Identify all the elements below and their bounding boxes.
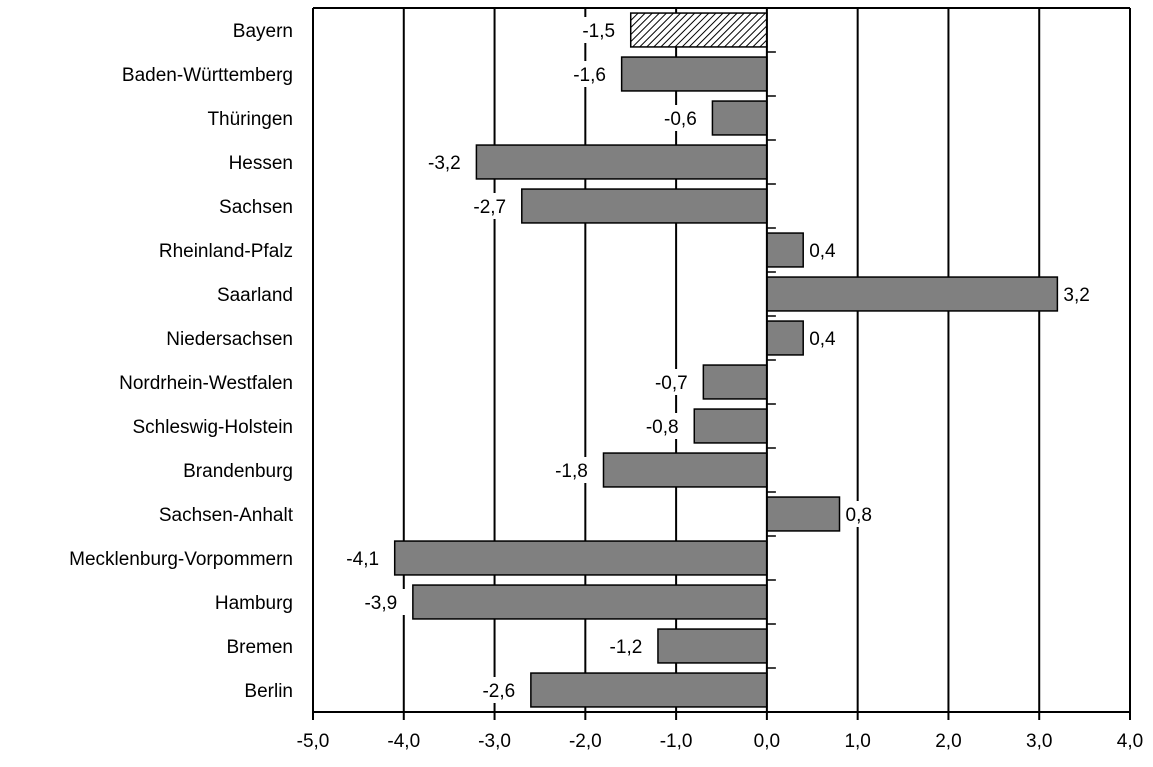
bar-6: [766, 276, 1059, 312]
data-label-15: -2,6: [482, 681, 515, 702]
data-label-bg-0: [579, 17, 628, 43]
data-label-bg-10: [552, 457, 601, 483]
data-label-1: -1,6: [573, 65, 606, 86]
data-label-bg-8: [651, 369, 701, 395]
bar-3: [475, 144, 768, 180]
bars: [393, 12, 1059, 708]
bar-0: [629, 12, 768, 48]
bar-10: [602, 452, 768, 488]
x-tick-label-1: -4,0: [387, 731, 420, 752]
data-label-bg-3: [425, 149, 474, 175]
bar-11: [766, 496, 841, 532]
data-label-bg-2: [661, 105, 710, 131]
data-label-2: -0,6: [664, 109, 697, 130]
data-label-bg-15: [479, 677, 528, 703]
category-label-14: Bremen: [226, 637, 293, 658]
data-label-bg-13: [361, 589, 410, 615]
data-label-4: -2,7: [473, 197, 506, 218]
category-label-9: Schleswig-Holstein: [132, 417, 293, 438]
bar-8: [702, 364, 768, 400]
data-label-0: -1,5: [582, 21, 615, 42]
category-label-0: Bayern: [233, 21, 293, 42]
bar-2: [711, 100, 768, 136]
data-label-bg-1: [570, 61, 619, 87]
category-label-3: Hessen: [229, 153, 293, 174]
x-tick-label-6: 1,0: [844, 731, 870, 752]
data-label-11: 0,8: [846, 505, 872, 526]
data-label-bg-14: [606, 633, 655, 659]
x-tick-label-5: 0,0: [754, 731, 780, 752]
category-label-6: Saarland: [217, 285, 293, 306]
category-label-12: Mecklenburg-Vorpommern: [69, 549, 293, 570]
data-label-bg-5: [806, 237, 844, 263]
data-label-bg-9: [642, 413, 692, 439]
bar-7: [766, 320, 804, 356]
data-label-5: 0,4: [809, 241, 836, 262]
category-label-13: Hamburg: [215, 593, 293, 614]
bar-1: [620, 56, 768, 92]
x-tick-label-0: -5,0: [297, 731, 330, 752]
category-label-7: Niedersachsen: [166, 329, 293, 350]
data-label-bg-6: [1060, 281, 1099, 307]
data-label-8: -0,7: [655, 373, 688, 394]
data-label-9: -0,8: [646, 417, 679, 438]
data-label-6: 3,2: [1063, 285, 1089, 306]
data-label-3: -3,2: [428, 153, 461, 174]
bar-9: [693, 408, 768, 444]
bar-15: [530, 672, 768, 708]
x-tick-label-8: 3,0: [1026, 731, 1052, 752]
data-label-bg-12: [343, 545, 392, 571]
data-label-12: -4,1: [346, 549, 379, 570]
category-label-15: Berlin: [244, 681, 293, 702]
x-tick-label-3: -2,0: [569, 731, 602, 752]
bar-5: [766, 232, 804, 268]
x-tick-label-9: 4,0: [1117, 731, 1143, 752]
x-tick-label-2: -3,0: [478, 731, 511, 752]
bar-12: [393, 540, 768, 576]
bar-13: [412, 584, 768, 620]
x-tick-label-7: 2,0: [935, 731, 961, 752]
category-label-5: Rheinland-Pfalz: [159, 241, 293, 262]
bar-14: [657, 628, 768, 664]
labels: -1,5 Bayern -1,6 Baden-Württemberg -0,6 Thüri…: [69, 17, 1099, 703]
category-label-2: Thüringen: [207, 109, 293, 130]
category-label-8: Nordrhein-Westfalen: [119, 373, 293, 394]
data-label-bg-4: [470, 193, 519, 219]
category-label-4: Sachsen: [219, 197, 293, 218]
data-label-10: -1,8: [555, 461, 588, 482]
x-tick-label-4: -1,0: [660, 731, 693, 752]
axes: -5,0 -4,0 -3,0 -2,0 -1,0 0,0 1,0 2,0 3,0 4,0: [297, 7, 1143, 752]
data-label-13: -3,9: [364, 593, 397, 614]
data-label-bg-11: [842, 501, 881, 527]
data-label-7: 0,4: [809, 329, 836, 350]
data-label-14: -1,2: [610, 637, 643, 658]
data-label-bg-7: [806, 325, 844, 351]
bar-4: [521, 188, 768, 224]
category-label-10: Brandenburg: [183, 461, 293, 482]
category-label-1: Baden-Württemberg: [122, 65, 293, 86]
category-label-11: Sachsen-Anhalt: [159, 505, 294, 526]
